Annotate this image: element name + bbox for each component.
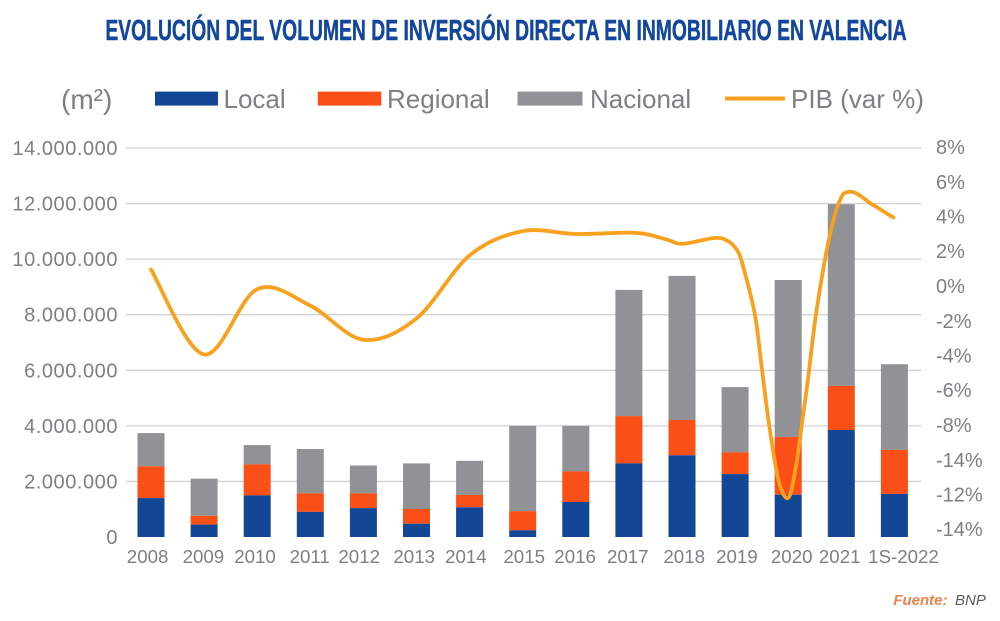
svg-text:2017: 2017	[607, 546, 649, 567]
svg-text:EVOLUCIÓN DEL VOLUMEN DE INVER: EVOLUCIÓN DEL VOLUMEN DE INVERSIÓN DIREC…	[105, 14, 906, 47]
svg-text:-14%: -14%	[936, 450, 983, 472]
svg-text:-12%: -12%	[936, 485, 983, 507]
svg-text:1S-2022: 1S-2022	[868, 546, 939, 567]
svg-text:6%: 6%	[936, 172, 965, 194]
svg-text:8.000.000: 8.000.000	[24, 305, 118, 327]
svg-text:-4%: -4%	[936, 346, 972, 368]
svg-text:2021: 2021	[819, 546, 861, 567]
svg-text:4.000.000: 4.000.000	[24, 416, 118, 438]
svg-text:12.000.000: 12.000.000	[12, 194, 118, 216]
svg-text:2.000.000: 2.000.000	[24, 471, 118, 493]
svg-text:6.000.000: 6.000.000	[24, 360, 118, 382]
svg-text:2013: 2013	[393, 546, 435, 567]
svg-text:0: 0	[106, 527, 118, 549]
svg-text:-6%: -6%	[936, 380, 972, 402]
svg-text:Local: Local	[224, 84, 286, 114]
svg-text:2020: 2020	[771, 546, 813, 567]
svg-text:BNP: BNP	[955, 592, 986, 609]
svg-text:8%: 8%	[936, 137, 965, 159]
svg-text:2011: 2011	[290, 546, 330, 567]
svg-text:2015: 2015	[503, 546, 545, 567]
svg-text:Fuente:: Fuente:	[893, 592, 947, 609]
svg-text:Nacional: Nacional	[590, 84, 691, 114]
svg-text:2%: 2%	[936, 241, 965, 263]
svg-text:2018: 2018	[663, 546, 705, 567]
svg-text:2016: 2016	[554, 546, 596, 567]
svg-text:PIB (var %): PIB (var %)	[791, 84, 924, 114]
svg-text:(m²): (m²)	[61, 84, 112, 115]
svg-text:2009: 2009	[183, 546, 225, 567]
svg-text:Regional: Regional	[387, 84, 490, 114]
svg-text:4%: 4%	[936, 207, 965, 229]
svg-text:2012: 2012	[338, 546, 380, 567]
svg-text:2010: 2010	[234, 546, 276, 567]
svg-text:2014: 2014	[445, 546, 487, 567]
svg-text:-14%: -14%	[936, 519, 983, 541]
svg-text:2008: 2008	[127, 546, 169, 567]
svg-text:10.000.000: 10.000.000	[12, 249, 118, 271]
svg-text:0%: 0%	[936, 276, 965, 298]
svg-text:14.000.000: 14.000.000	[12, 138, 118, 160]
svg-text:-2%: -2%	[936, 311, 972, 333]
svg-text:2019: 2019	[716, 546, 758, 567]
svg-text:-8%: -8%	[936, 415, 972, 437]
